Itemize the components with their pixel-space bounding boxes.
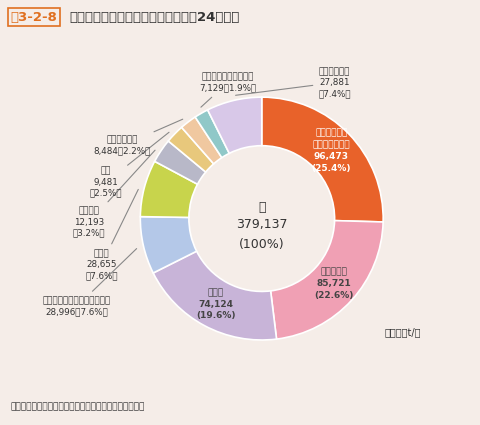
Wedge shape bbox=[207, 97, 261, 153]
Wedge shape bbox=[140, 162, 197, 218]
Text: 建設業
74,124
(19.6%): 建設業 74,124 (19.6%) bbox=[196, 288, 235, 320]
Text: その他の業種
27,881
（7.4%）: その他の業種 27,881 （7.4%） bbox=[235, 67, 350, 98]
Wedge shape bbox=[153, 251, 276, 340]
Text: (100%): (100%) bbox=[239, 238, 284, 251]
Text: 鉱業
9,481
（2.5%）: 鉱業 9,481 （2.5%） bbox=[90, 132, 168, 198]
Wedge shape bbox=[270, 221, 383, 339]
Wedge shape bbox=[195, 110, 229, 158]
Text: 379,137: 379,137 bbox=[236, 218, 287, 231]
Wedge shape bbox=[168, 128, 213, 172]
Text: 図3-2-8: 図3-2-8 bbox=[11, 11, 57, 24]
Text: 産業廃棄物の業種別排出量（平成24年度）: 産業廃棄物の業種別排出量（平成24年度） bbox=[70, 11, 240, 24]
Text: 食料品製造業
8,484（2.2%）: 食料品製造業 8,484（2.2%） bbox=[93, 119, 182, 156]
Wedge shape bbox=[261, 97, 383, 222]
Text: 鉄鋼業
28,655
（7.6%）: 鉄鋼業 28,655 （7.6%） bbox=[85, 190, 138, 280]
Text: 窯業・土石製品製造業
7,129（1.9%）: 窯業・土石製品製造業 7,129（1.9%） bbox=[199, 73, 256, 107]
Text: 農業、林業
85,721
(22.6%): 農業、林業 85,721 (22.6%) bbox=[313, 268, 352, 300]
Text: 計: 計 bbox=[257, 201, 265, 214]
Text: 単位：千t/年: 単位：千t/年 bbox=[384, 327, 420, 337]
Wedge shape bbox=[155, 141, 205, 184]
Text: 資料：環境省「産業廃棄物排出・処理状況調査報告書」: 資料：環境省「産業廃棄物排出・処理状況調査報告書」 bbox=[11, 402, 144, 411]
Wedge shape bbox=[140, 217, 196, 273]
Text: 化学工業
12,193
（3.2%）: 化学工業 12,193 （3.2%） bbox=[73, 150, 155, 238]
Wedge shape bbox=[181, 117, 221, 164]
Text: 電気・ガス・
熱供給・水道業
96,473
(25.4%): 電気・ガス・ 熱供給・水道業 96,473 (25.4%) bbox=[311, 129, 350, 173]
Text: パルプ・紙・紙加工品製造業
28,996（7.6%）: パルプ・紙・紙加工品製造業 28,996（7.6%） bbox=[43, 249, 136, 316]
